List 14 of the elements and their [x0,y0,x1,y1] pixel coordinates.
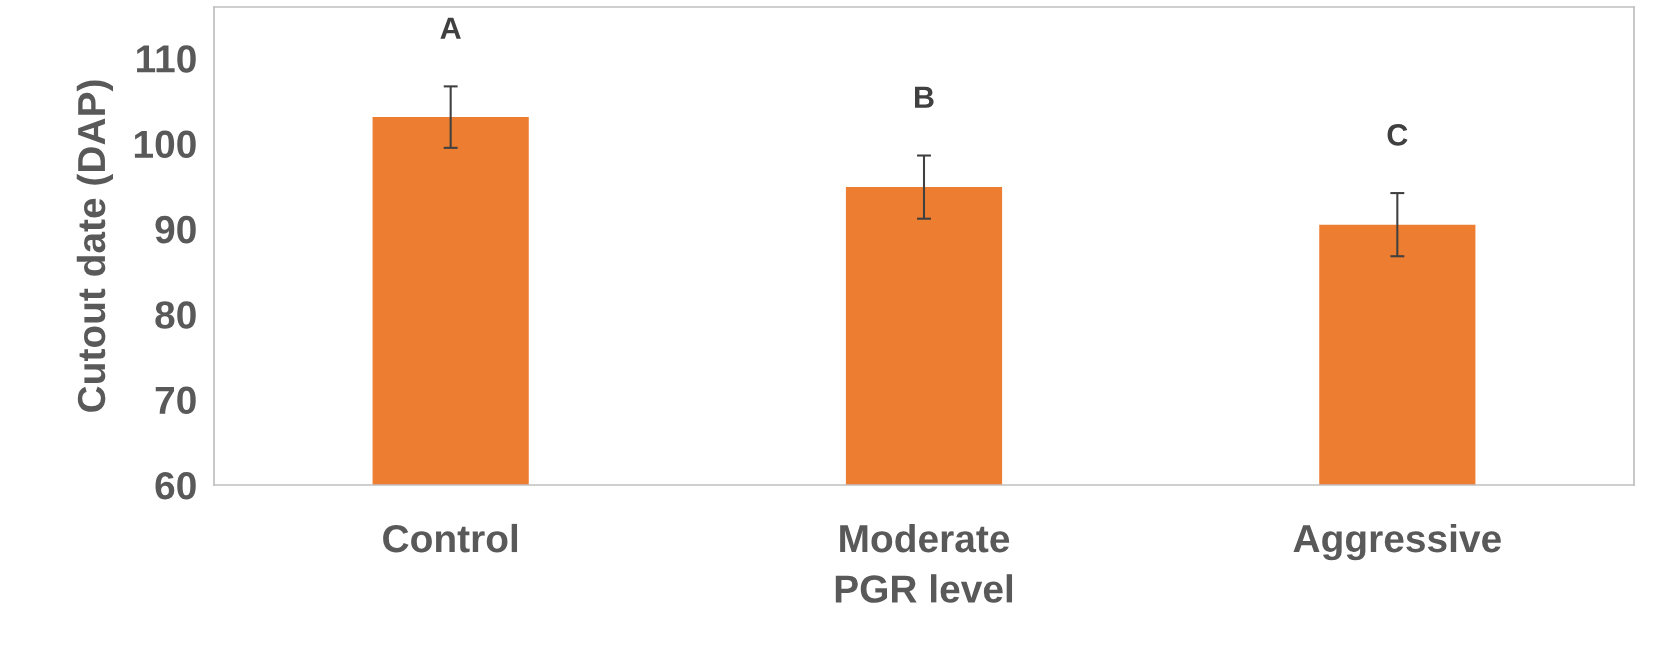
x-tick-label: Aggressive [1293,523,1501,561]
y-tick-label: 80 [155,301,196,329]
y-tick-label: 90 [155,215,196,244]
annotation: C [1387,124,1408,146]
x-axis-title: PGR level [835,574,1013,603]
x-tick-label: Control [383,523,518,553]
annotation: A [440,17,461,39]
y-tick-label: 110 [137,45,196,73]
y-tick-label: 60 [155,471,196,500]
y-axis-title: Cutout date (DAP) [76,80,114,412]
y-tick-label: 70 [155,386,196,415]
annotation: B [915,86,934,108]
y-tick-label: 100 [134,130,196,159]
x-tick-label: Moderate [840,523,1010,553]
